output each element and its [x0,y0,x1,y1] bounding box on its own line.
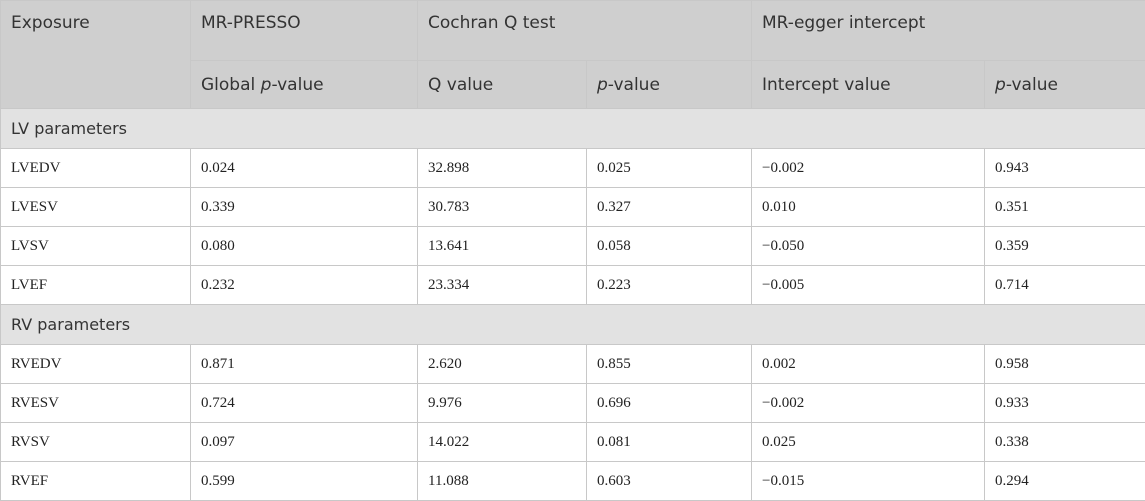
q-p-value-cell: 0.081 [587,423,752,462]
q-p-value-cell: 0.696 [587,384,752,423]
section-row-rv: RV parameters [1,305,1145,345]
q-p-value-cell: 0.058 [587,227,752,266]
section-label-rv: RV parameters [1,305,1145,345]
egger-p-value-cell: 0.338 [985,423,1145,462]
egger-p-value-cell: 0.714 [985,266,1145,305]
intercept-cell: −0.050 [752,227,985,266]
intercept-cell: −0.002 [752,149,985,188]
table-row: LVESV 0.339 30.783 0.327 0.010 0.351 [1,188,1145,227]
q-value-cell: 11.088 [418,462,587,501]
table-row: RVESV 0.724 9.976 0.696 −0.002 0.933 [1,384,1145,423]
q-p-value-cell: 0.603 [587,462,752,501]
mr-egger-header: MR-egger intercept [752,1,1145,61]
table-row: LVEF 0.232 23.334 0.223 −0.005 0.714 [1,266,1145,305]
section-label-lv: LV parameters [1,109,1145,149]
exposure-cell: LVEF [1,266,191,305]
q-p-value-cell: 0.327 [587,188,752,227]
exposure-cell: RVEDV [1,345,191,384]
egger-p-value-cell: 0.351 [985,188,1145,227]
cochran-p-value-header: p-value [587,61,752,109]
global-p-cell: 0.871 [191,345,418,384]
egger-p-value-cell: 0.958 [985,345,1145,384]
q-value-cell: 9.976 [418,384,587,423]
intercept-cell: −0.015 [752,462,985,501]
intercept-cell: 0.025 [752,423,985,462]
global-p-cell: 0.080 [191,227,418,266]
q-p-value-cell: 0.223 [587,266,752,305]
q-value-cell: 30.783 [418,188,587,227]
global-p-cell: 0.232 [191,266,418,305]
exposure-cell: RVSV [1,423,191,462]
q-value-cell: 13.641 [418,227,587,266]
cochran-q-header: Cochran Q test [418,1,752,61]
q-value-cell: 23.334 [418,266,587,305]
exposure-cell: LVESV [1,188,191,227]
table-row: LVSV 0.080 13.641 0.058 −0.050 0.359 [1,227,1145,266]
table-row: RVEDV 0.871 2.620 0.855 0.002 0.958 [1,345,1145,384]
q-p-value-cell: 0.025 [587,149,752,188]
section-row-lv: LV parameters [1,109,1145,149]
intercept-cell: −0.005 [752,266,985,305]
global-p-cell: 0.724 [191,384,418,423]
global-p-value-header: Global p-value [191,61,418,109]
egger-p-value-cell: 0.943 [985,149,1145,188]
table-body: LV parameters LVEDV 0.024 32.898 0.025 −… [1,109,1145,501]
egger-p-value-cell: 0.933 [985,384,1145,423]
egger-p-value-header: p-value [985,61,1145,109]
global-p-cell: 0.339 [191,188,418,227]
table-header: Exposure MR-PRESSO Cochran Q test MR-egg… [1,1,1145,109]
exposure-header: Exposure [1,1,191,109]
exposure-cell: LVSV [1,227,191,266]
q-value-header: Q value [418,61,587,109]
intercept-cell: 0.010 [752,188,985,227]
intercept-cell: 0.002 [752,345,985,384]
exposure-cell: RVESV [1,384,191,423]
q-value-cell: 14.022 [418,423,587,462]
exposure-cell: RVEF [1,462,191,501]
global-p-cell: 0.599 [191,462,418,501]
egger-p-value-cell: 0.359 [985,227,1145,266]
table-row: RVSV 0.097 14.022 0.081 0.025 0.338 [1,423,1145,462]
mr-presso-header: MR-PRESSO [191,1,418,61]
q-value-cell: 32.898 [418,149,587,188]
exposure-cell: LVEDV [1,149,191,188]
q-p-value-cell: 0.855 [587,345,752,384]
header-row-1: Exposure MR-PRESSO Cochran Q test MR-egg… [1,1,1145,61]
global-p-cell: 0.024 [191,149,418,188]
table-row: LVEDV 0.024 32.898 0.025 −0.002 0.943 [1,149,1145,188]
table-row: RVEF 0.599 11.088 0.603 −0.015 0.294 [1,462,1145,501]
egger-p-value-cell: 0.294 [985,462,1145,501]
intercept-cell: −0.002 [752,384,985,423]
intercept-value-header: Intercept value [752,61,985,109]
global-p-cell: 0.097 [191,423,418,462]
q-value-cell: 2.620 [418,345,587,384]
